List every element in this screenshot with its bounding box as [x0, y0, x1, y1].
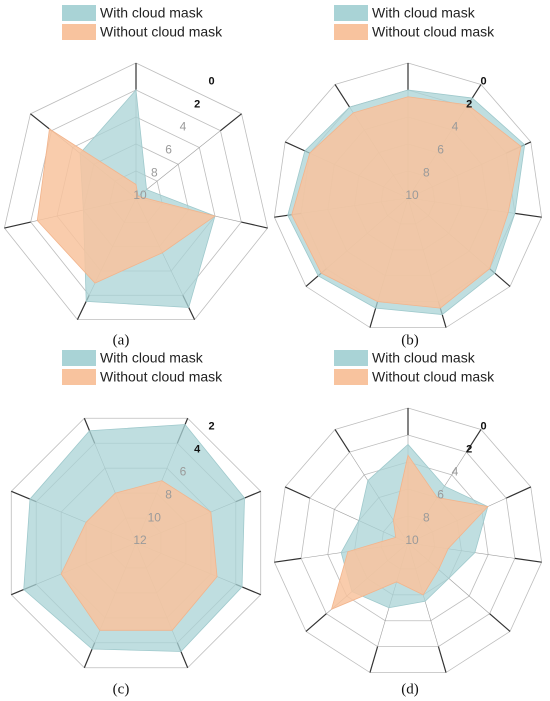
- spoke-outer: [505, 486, 532, 499]
- legend-swatch-with: [62, 350, 96, 366]
- tick-label: 0: [208, 75, 214, 87]
- spoke-outer: [489, 613, 511, 632]
- panel-label: (a): [113, 332, 130, 348]
- legend-swatch-without: [62, 24, 96, 40]
- legend-label-without: Without cloud mask: [100, 24, 223, 40]
- tick-label: 0: [480, 420, 486, 432]
- tick-label: 6: [165, 142, 172, 156]
- grid-ring-0: [273, 407, 543, 673]
- legend-label-with: With cloud mask: [372, 5, 476, 21]
- legend-swatch-without: [334, 369, 368, 385]
- series-without-cloud-mask: [60, 480, 218, 631]
- tick-label: 4: [180, 119, 187, 133]
- grid-ring-0: [273, 62, 543, 328]
- spoke-outer: [369, 646, 379, 673]
- legend-label-with: With cloud mask: [100, 5, 204, 21]
- tick-label: 10: [133, 188, 147, 202]
- spoke-outer: [220, 113, 242, 132]
- tick-label: 4: [194, 443, 201, 455]
- legend: With cloud mask Without cloud mask: [62, 5, 223, 40]
- tick-label: 2: [194, 98, 200, 110]
- grid-ring-0: [3, 62, 269, 321]
- spoke-outer: [241, 221, 268, 229]
- legend: With cloud mask Without cloud mask: [62, 350, 223, 385]
- legend-swatch-without: [334, 24, 368, 40]
- legend-swatch-with: [62, 5, 96, 21]
- tick-label: 12: [133, 533, 147, 547]
- series-without-cloud-mask: [36, 128, 216, 284]
- spoke-outer: [465, 429, 482, 453]
- spoke-inner: [135, 130, 221, 199]
- tick-label: 6: [437, 487, 444, 501]
- tick-label: 4: [452, 119, 459, 133]
- tick-label: 0: [480, 75, 486, 87]
- spoke-outer: [4, 221, 31, 229]
- series-without-cloud-mask: [330, 454, 489, 610]
- tick-label: 10: [148, 510, 162, 524]
- spoke-outer: [334, 429, 351, 453]
- spoke-outer: [334, 84, 351, 108]
- tick-label: 2: [208, 420, 214, 432]
- tick-label: 10: [405, 533, 419, 547]
- legend: With cloud mask Without cloud mask: [334, 350, 495, 385]
- tick-label: 8: [165, 487, 172, 501]
- legend-label-without: Without cloud mask: [372, 24, 495, 40]
- spoke-outer: [305, 613, 327, 632]
- legend-label-without: Without cloud mask: [100, 369, 223, 385]
- legend-label-with: With cloud mask: [100, 350, 204, 366]
- legend-swatch-without: [62, 369, 96, 385]
- tick-label: 2: [466, 443, 472, 455]
- legend-label-with: With cloud mask: [372, 350, 476, 366]
- tick-label: 4: [452, 464, 459, 478]
- spoke-outer: [514, 557, 542, 563]
- tick-label: 8: [423, 165, 430, 179]
- tick-label: 8: [151, 165, 158, 179]
- spoke-outer: [437, 646, 447, 673]
- tick-label: 8: [423, 510, 430, 524]
- spoke-outer: [514, 212, 542, 218]
- legend-swatch-with: [334, 5, 368, 21]
- series-without-cloud-mask: [291, 96, 522, 309]
- legend: With cloud mask Without cloud mask: [334, 5, 495, 40]
- spoke-outer: [284, 486, 311, 499]
- legend-swatch-with: [334, 350, 368, 366]
- grid-ring-2: [300, 434, 516, 648]
- panel-label: (d): [401, 681, 419, 697]
- tick-label: 6: [180, 464, 187, 478]
- tick-label: 10: [405, 188, 419, 202]
- spoke-outer: [274, 557, 302, 563]
- legend-label-without: Without cloud mask: [372, 369, 495, 385]
- spoke-outer: [30, 113, 52, 132]
- panel-label: (b): [401, 332, 419, 348]
- panel-label: (c): [113, 681, 130, 697]
- tick-label: 2: [466, 98, 472, 110]
- tick-label: 6: [437, 142, 444, 156]
